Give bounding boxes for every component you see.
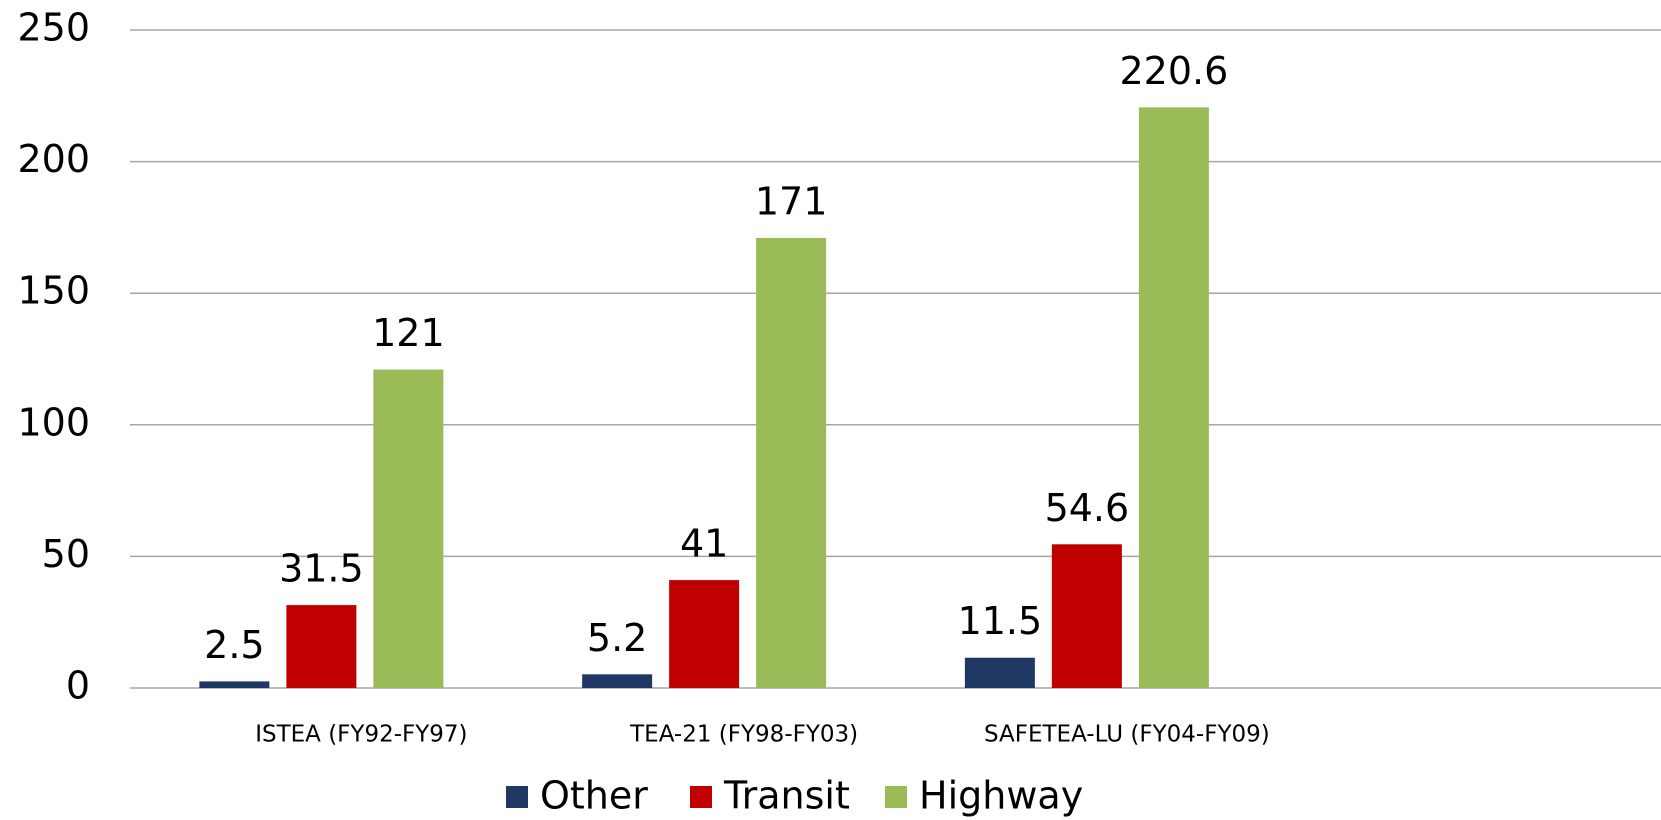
bar bbox=[756, 237, 827, 689]
bar bbox=[1138, 107, 1209, 688]
data-label: 11.5 bbox=[958, 599, 1043, 643]
data-label: 2.5 bbox=[204, 623, 264, 667]
bar bbox=[199, 681, 270, 688]
x-tick-label: ISTEA (FY92-FY97) bbox=[255, 722, 467, 748]
y-tick-label: 100 bbox=[17, 400, 90, 444]
y-tick-label: 0 bbox=[66, 664, 90, 708]
y-tick-label: 50 bbox=[42, 532, 90, 576]
legend-label: Transit bbox=[723, 774, 850, 818]
data-label: 41 bbox=[680, 522, 728, 566]
legend-swatch bbox=[506, 786, 528, 808]
bar bbox=[582, 674, 653, 688]
bar bbox=[286, 605, 357, 688]
data-label: 171 bbox=[755, 179, 828, 223]
data-label: 5.2 bbox=[587, 616, 647, 660]
x-tick-label: SAFETEA-LU (FY04-FY09) bbox=[984, 722, 1270, 748]
bar bbox=[964, 657, 1035, 688]
x-tick-label: TEA-21 (FY98-FY03) bbox=[629, 722, 858, 748]
legend-label: Other bbox=[540, 774, 648, 818]
data-label: 31.5 bbox=[279, 547, 364, 591]
bar bbox=[669, 580, 740, 688]
data-label: 54.6 bbox=[1045, 486, 1130, 530]
data-label: 220.6 bbox=[1119, 49, 1228, 93]
legend-swatch bbox=[885, 786, 907, 808]
legend-label: Highway bbox=[919, 774, 1083, 818]
y-tick-label: 200 bbox=[17, 137, 90, 181]
data-label: 121 bbox=[372, 311, 445, 355]
y-tick-label: 150 bbox=[17, 269, 90, 313]
bar bbox=[373, 369, 444, 688]
bar bbox=[1051, 544, 1122, 688]
legend-swatch bbox=[690, 786, 712, 808]
y-tick-label: 250 bbox=[17, 6, 90, 50]
